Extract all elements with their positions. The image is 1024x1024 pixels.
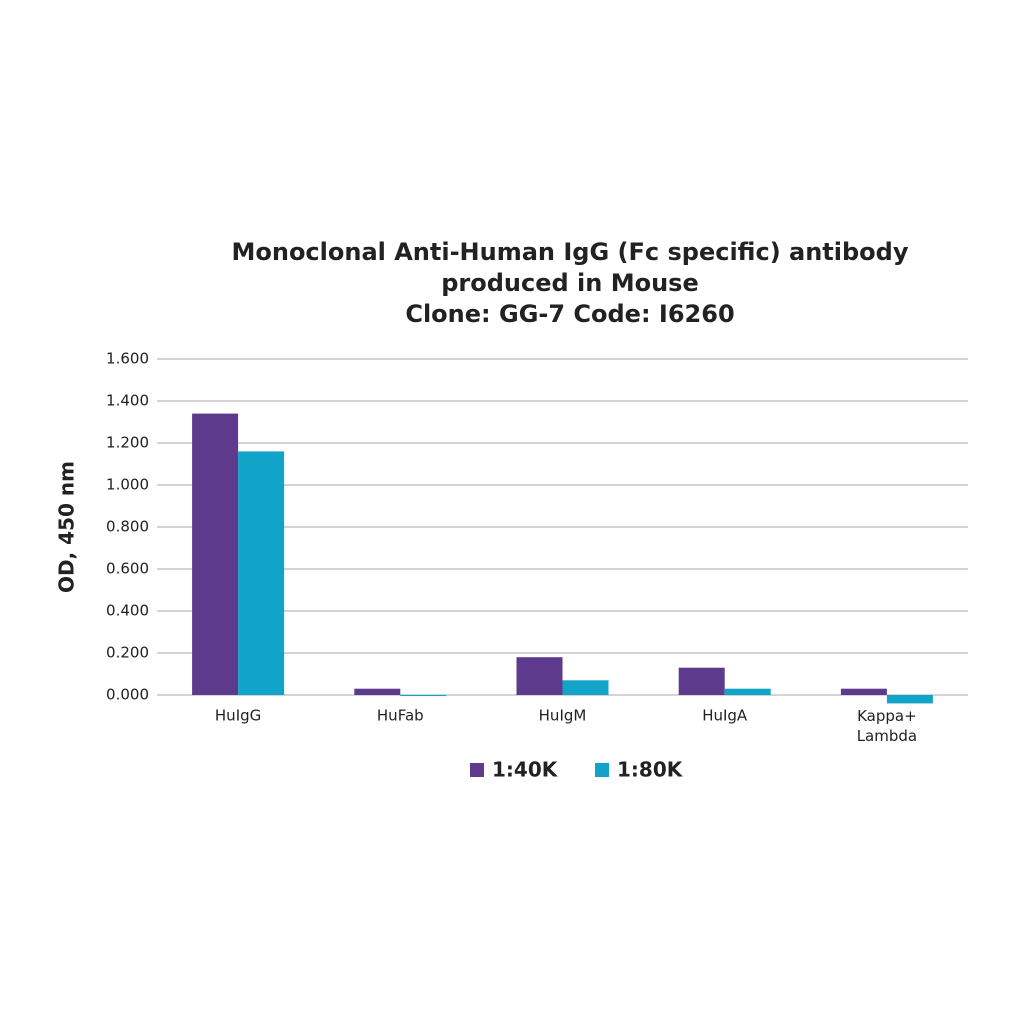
bar (886, 695, 933, 704)
chart-title: produced in Mouse (441, 269, 699, 297)
bar (192, 413, 239, 695)
x-tick-label: HuFab (377, 707, 424, 725)
bar (562, 680, 609, 695)
y-tick-label: 1.200 (106, 434, 149, 452)
chart-title: Monoclonal Anti-Human IgG (Fc specific) … (231, 238, 908, 266)
y-tick-label: 0.400 (106, 602, 149, 620)
y-tick-label: 0.600 (106, 560, 149, 578)
chart-title: Clone: GG-7 Code: I6260 (405, 300, 734, 328)
y-tick-label: 1.600 (106, 350, 149, 368)
y-tick-label: 1.400 (106, 392, 149, 410)
y-tick-label: 0.000 (106, 686, 149, 704)
y-tick-label: 0.200 (106, 644, 149, 662)
x-tick-label: Kappa+ Lambda (857, 707, 917, 745)
bar (238, 451, 285, 695)
bar (354, 688, 401, 695)
x-tick-label: HuIgG (215, 707, 261, 725)
y-tick-label: 0.800 (106, 518, 149, 536)
legend-label: 1:80K (617, 758, 684, 782)
bar (678, 667, 725, 695)
bar (724, 688, 771, 695)
x-tick-label: HuIgM (539, 707, 587, 725)
legend-label: 1:40K (492, 758, 559, 782)
y-axis-label: OD, 450 nm (55, 461, 79, 593)
bar (400, 695, 447, 697)
y-tick-label: 1.000 (106, 476, 149, 494)
legend-swatch (595, 763, 609, 777)
legend-swatch (470, 763, 484, 777)
bar (840, 688, 887, 695)
bar (516, 657, 563, 695)
x-tick-label: HuIgA (702, 707, 748, 725)
